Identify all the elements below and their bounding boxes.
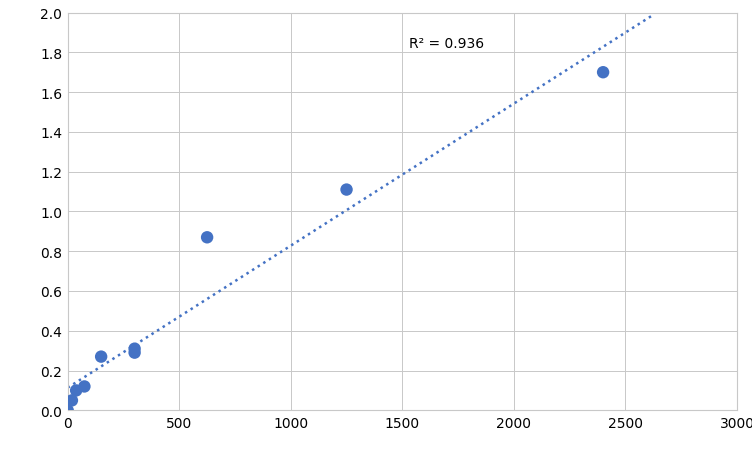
Point: [201, 234, 213, 241]
Point: [70, 387, 82, 394]
Point: [66, 397, 78, 404]
Point: [129, 345, 141, 353]
Point: [129, 349, 141, 356]
Point: [597, 69, 609, 77]
Point: [341, 187, 353, 194]
Point: [78, 383, 90, 390]
Point: [95, 353, 108, 360]
Text: R² = 0.936: R² = 0.936: [409, 37, 484, 51]
Point: [62, 407, 74, 414]
